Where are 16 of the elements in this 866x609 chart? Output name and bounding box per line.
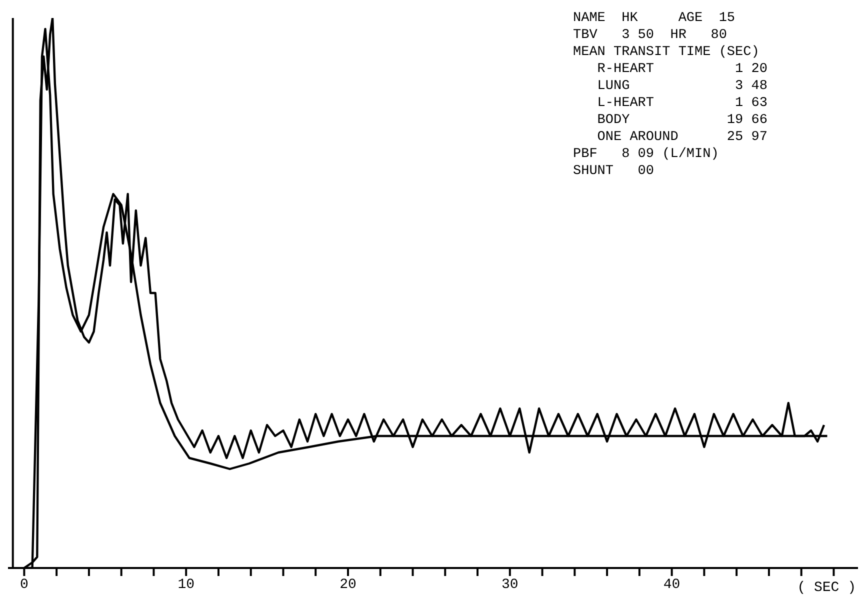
x-tick-label: 0 — [20, 576, 28, 593]
x-tick-label: 30 — [502, 576, 518, 593]
annotation: PBF 8 09 (L/MIN) — [573, 146, 720, 163]
x-tick-label: 20 — [340, 576, 356, 593]
annotation: SHUNT 00 — [573, 163, 656, 180]
x-tick-label: 10 — [178, 576, 194, 593]
x-tick-label: 40 — [663, 576, 680, 593]
annotation: LUNG 3 48 — [596, 78, 768, 95]
x-axis-title: ( SEC ) — [797, 580, 856, 596]
annotation: TBV 3 50 HR 80 — [573, 27, 728, 44]
annotation: ONE AROUND 25 97 — [596, 129, 768, 146]
annotation: L-HEART 1 63 — [596, 95, 768, 112]
annotation: MEAN TRANSIT TIME (SEC) — [573, 44, 760, 61]
annotation: NAME HK AGE 15 — [573, 10, 736, 27]
annotation: BODY 19 66 — [596, 112, 768, 129]
annotation: R-HEART 1 20 — [596, 61, 768, 78]
